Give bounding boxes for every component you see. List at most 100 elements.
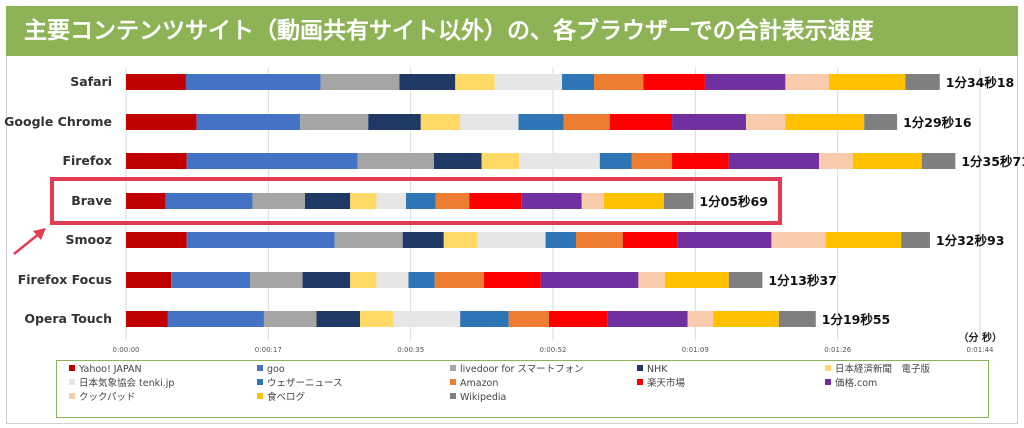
legend-item: Amazon: [450, 378, 498, 390]
legend-swatch: [637, 379, 643, 385]
legend-label: 価格.com: [835, 378, 878, 389]
x-tick-label: 0:01:26: [824, 346, 852, 354]
bar-segment: [320, 74, 400, 90]
bar-segment: [864, 114, 898, 130]
bar-segment: [481, 153, 520, 169]
legend-label: 日本経済新聞 電子版: [835, 364, 931, 375]
bar-segment: [406, 193, 436, 209]
bar-segment: [828, 74, 906, 90]
legend-label: NHK: [647, 364, 668, 375]
bar-segment: [825, 232, 902, 248]
x-tick-label: 0:00:52: [540, 346, 567, 354]
bar-segment: [607, 311, 688, 327]
bar-segment: [728, 153, 820, 169]
bar-segment: [521, 193, 582, 209]
category-label: Brave: [71, 193, 112, 208]
bar-segment: [905, 74, 940, 90]
total-time-label: 1分05秒69: [699, 194, 768, 209]
legend-label: goo: [267, 364, 285, 375]
bar-segment: [185, 74, 321, 90]
bar-segment: [664, 272, 729, 288]
total-time-label: 1分32秒93: [936, 233, 1005, 248]
bar-segment: [728, 272, 763, 288]
bar-segment: [672, 153, 729, 169]
bar-segment: [603, 193, 664, 209]
x-tick-label: 0:01:09: [682, 346, 709, 354]
legend-label: Wikipedia: [460, 392, 507, 403]
bar-segment: [643, 74, 705, 90]
legend-swatch: [69, 393, 75, 399]
total-time-label: 1分34秒18: [946, 75, 1015, 90]
bar-segment: [785, 74, 829, 90]
legend-item: 日本経済新聞 電子版: [825, 364, 930, 376]
category-label: Firefox Focus: [18, 272, 112, 287]
bar-segment: [581, 193, 604, 209]
bar-segment: [376, 193, 407, 209]
bar-segment: [435, 193, 470, 209]
chart-title: 主要コンテンツサイト（動画共有サイト以外）の、各ブラウザーでの合計表示速度: [24, 18, 874, 44]
x-tick-label: 0:00:17: [255, 346, 282, 354]
bar-segment: [778, 311, 816, 327]
bar-segment: [126, 272, 172, 288]
bar-segment: [408, 272, 435, 288]
bar-segment: [672, 114, 746, 130]
bar-segment: [469, 193, 522, 209]
bar-segment: [334, 232, 403, 248]
bar-segment: [518, 114, 564, 130]
bar-segment: [460, 311, 509, 327]
bar-segment: [186, 153, 358, 169]
bar-segment: [609, 114, 673, 130]
bar-segment: [631, 153, 673, 169]
legend-swatch: [69, 365, 75, 371]
category-label: Opera Touch: [24, 311, 112, 326]
total-time-label: 1分35秒71: [961, 154, 1024, 169]
bar-segment: [548, 311, 608, 327]
bar-segment: [477, 232, 546, 248]
legend-swatch: [69, 379, 75, 385]
legend-item: livedoor for スマートフォン: [450, 364, 584, 376]
legend-swatch: [257, 379, 263, 385]
bar-segment: [393, 311, 461, 327]
total-time-label: 1分13秒37: [768, 273, 837, 288]
legend-item: goo: [257, 364, 285, 376]
x-tick-label: 0:00:35: [397, 346, 424, 354]
bar-segment: [252, 193, 306, 209]
x-tick-label: 0:01:44: [967, 346, 995, 354]
bar-segment: [167, 311, 264, 327]
bar-segment: [420, 114, 461, 130]
bar-segment: [402, 232, 444, 248]
bar-segment: [771, 232, 826, 248]
bar-segment: [434, 272, 485, 288]
chart-frame: [6, 56, 1018, 424]
bar-segment: [305, 193, 351, 209]
category-label: Firefox: [62, 153, 112, 168]
bar-segment: [302, 272, 351, 288]
bar-segment: [540, 272, 639, 288]
bar-segment: [357, 153, 434, 169]
total-time-label: 1分29秒16: [903, 115, 972, 130]
legend-item: Wikipedia: [450, 392, 506, 404]
legend-item: 食べログ: [257, 392, 305, 404]
legend-label: ウェザーニュース: [267, 378, 343, 389]
legend-item: 楽天市場: [637, 378, 685, 390]
bar-segment: [663, 193, 694, 209]
total-time-label: 1分19秒55: [822, 312, 891, 327]
chart-legend: Yahoo! JAPAN goo livedoor for スマートフォン NHK 日本…: [56, 360, 989, 418]
bar-segment: [126, 153, 187, 169]
bar-segment: [745, 114, 786, 130]
bar-segment: [350, 193, 377, 209]
highlight-arrow: [13, 232, 41, 255]
bar-segment: [433, 153, 482, 169]
category-label: Safari: [70, 74, 112, 89]
legend-label: 日本気象協会 tenki.jp: [79, 378, 175, 389]
legend-item: 価格.com: [825, 378, 877, 390]
bar-segment: [599, 153, 632, 169]
chart-title-banner: 主要コンテンツサイト（動画共有サイト以外）の、各ブラウザーでの合計表示速度: [6, 6, 1018, 56]
bar-segment: [563, 114, 610, 130]
bar-segment: [687, 311, 714, 327]
legend-label: 楽天市場: [647, 378, 686, 389]
category-label: Google Chrome: [4, 114, 112, 129]
bar-segment: [494, 74, 563, 90]
bar-segment: [508, 311, 549, 327]
bar-segment: [519, 153, 600, 169]
